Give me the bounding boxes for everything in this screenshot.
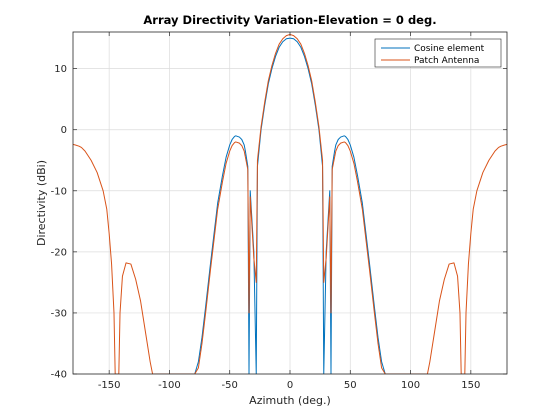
y-tick-label: -20 <box>51 247 67 258</box>
legend-label-cosine: Cosine element <box>414 44 485 54</box>
y-axis-label: Directivity (dBi) <box>35 160 48 246</box>
legend-label-patch: Patch Antenna <box>414 56 479 66</box>
x-tick-label: 50 <box>344 380 357 391</box>
x-axis-label: Azimuth (deg.) <box>249 394 331 407</box>
x-tick-label: -50 <box>222 380 238 391</box>
chart-title: Array Directivity Variation-Elevation = … <box>143 13 436 27</box>
y-tick-label: 10 <box>54 64 67 75</box>
series-line-cosine-element <box>193 37 387 374</box>
y-tick-label: -40 <box>51 370 67 381</box>
legend-box <box>374 38 502 68</box>
x-tick-label: 150 <box>461 380 480 391</box>
x-tick-label: -150 <box>98 380 121 391</box>
x-tick-label: 0 <box>287 380 293 391</box>
y-tick-label: -10 <box>51 186 67 197</box>
legend: Cosine element Patch Antenna <box>374 38 502 68</box>
x-tick-label: -100 <box>158 380 181 391</box>
y-tick-label: -30 <box>51 308 67 319</box>
y-tick-label: 0 <box>61 125 67 136</box>
x-tick-label: 100 <box>401 380 420 391</box>
